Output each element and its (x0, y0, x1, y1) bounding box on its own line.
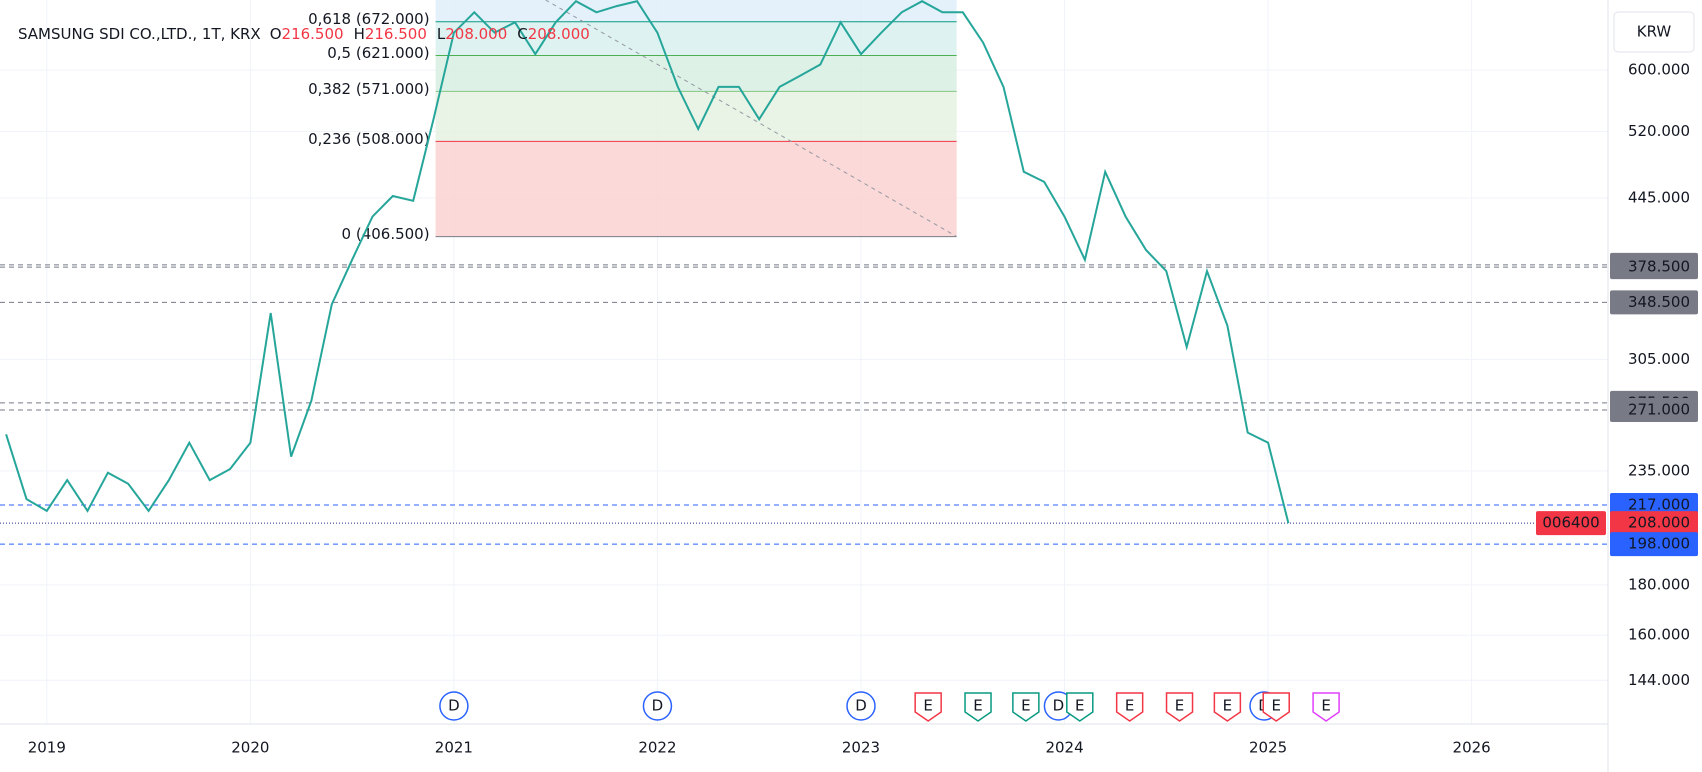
x-tick-label: 2022 (638, 739, 676, 757)
event-label: E (973, 697, 982, 715)
ohlc-value: 208.000 (445, 25, 507, 43)
price-level-label: 348.500 (1628, 293, 1690, 311)
earnings-marker (1213, 692, 1242, 722)
price-level-label: 217.000 (1628, 495, 1690, 513)
event-label: E (1223, 697, 1232, 715)
currency[interactable]: KRW (1637, 23, 1672, 41)
price-level-label: 271.000 (1628, 400, 1690, 418)
earnings-marker (964, 692, 992, 722)
y-tick-label: 520.000 (1628, 122, 1690, 140)
dividend-marker (642, 691, 673, 721)
ohlc-key: H (354, 25, 365, 43)
fib-zone (435, 21, 957, 56)
event-label: E (923, 697, 932, 715)
fib-zone (435, 0, 957, 22)
price-level-box (1610, 290, 1698, 315)
event-label: E (1321, 697, 1330, 715)
symbol-header: SAMSUNG SDI CO.,LTD., 1T, KRX O216.500 H21… (18, 25, 590, 43)
price-level-box (1610, 532, 1698, 557)
event-label: D (448, 697, 460, 715)
price-level-box (1610, 492, 1698, 517)
earnings-marker (1012, 692, 1040, 722)
event-label: E (1271, 697, 1280, 715)
price (5, 0, 1290, 524)
price-level-label: 208.000 (1628, 514, 1690, 532)
price-level-label: 378.500 (1628, 258, 1690, 276)
fib-label: 0,618 (672.000) (308, 10, 429, 28)
x-tick-label: 2023 (842, 739, 880, 757)
price-line (5, 0, 1290, 524)
symbol-tag: 006400 (1542, 514, 1599, 532)
earnings-marker (914, 692, 942, 722)
x-tick-label: 2021 (435, 739, 473, 757)
symbol-tag-box (1536, 511, 1606, 536)
fib-retracement: 0 (406.500) 0,236 (508.000) 0,382 (571.000… (308, 0, 957, 243)
price-level-box (1610, 397, 1698, 422)
fib-label: 0,236 (508.000) (308, 130, 429, 148)
earnings-marker (1115, 692, 1144, 722)
x-tick-label: 2025 (1249, 739, 1287, 757)
grid (0, 0, 1608, 724)
y-tick-label: 305.000 (1628, 350, 1690, 368)
fib-zone (435, 55, 957, 92)
ohlc-key: C (517, 25, 527, 43)
event-label: E (1175, 697, 1184, 715)
earnings-marker (1066, 692, 1094, 722)
price-level-box (1610, 255, 1698, 280)
x-tick-label: 2019 (28, 739, 66, 757)
dividend-marker (439, 691, 469, 721)
ohlc-key: L (437, 25, 446, 43)
x-tick-label: 2024 (1045, 739, 1083, 757)
x-tick-label: 2026 (1453, 739, 1491, 757)
event-label: D (1053, 697, 1065, 715)
fib-label: 0,5 (621.000) (327, 44, 429, 62)
levels (0, 264, 1608, 545)
y-tick-label: 144.000 (1628, 671, 1690, 689)
fib-trend-line (545, 0, 957, 238)
event-label: D (652, 697, 664, 715)
events: DDDEEEDEEEEDEE (439, 691, 1340, 722)
ohlc-value: 208.000 (528, 25, 590, 43)
y-tick-label: 600.000 (1628, 61, 1690, 79)
event-label: D (855, 697, 867, 715)
fib-zone (435, 91, 957, 142)
earnings-marker (1165, 692, 1194, 722)
y-tick-label: 160.000 (1628, 626, 1690, 644)
x-tick-label: 2020 (231, 739, 269, 757)
ohlc-value: 216.500 (282, 25, 344, 43)
y-tick-label: 180.000 (1628, 575, 1690, 593)
earnings-marker (1312, 692, 1340, 722)
earnings-marker (1262, 692, 1290, 722)
fib-zone (435, 141, 957, 237)
ohlc-key: O (270, 25, 282, 43)
symbol: SAMSUNG SDI CO.,LTD., 1T, KRX (18, 25, 260, 43)
y-tick-label: 445.000 (1628, 188, 1690, 206)
fib-label: 0 (406.500) (342, 225, 430, 243)
event-label: E (1075, 697, 1084, 715)
event-label: E (1021, 697, 1030, 715)
ohlc-value: 216.500 (365, 25, 427, 43)
axes: 144.000 160.000 180.000 235.000 305.000 445.0… (28, 61, 1698, 757)
price-level-box (1610, 511, 1698, 536)
currency-button[interactable] (1613, 11, 1695, 53)
price-level-label: 198.000 (1628, 535, 1690, 553)
y-tick-label: 235.000 (1628, 461, 1690, 479)
dividend-marker (846, 691, 876, 721)
event-label: E (1125, 697, 1134, 715)
fib-label: 0,382 (571.000) (308, 80, 429, 98)
